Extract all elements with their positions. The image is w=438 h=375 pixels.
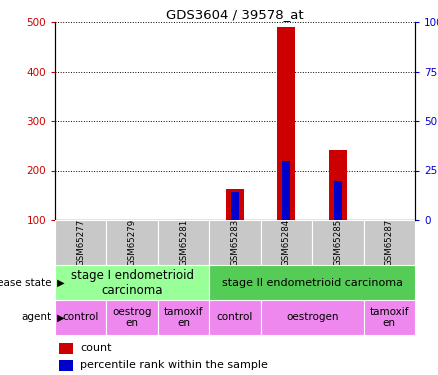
Bar [231,192,239,220]
Bar [261,300,364,335]
Bar [364,300,415,335]
Title: GDS3604 / 39578_at: GDS3604 / 39578_at [166,8,304,21]
Text: stage I endometrioid
carcinoma: stage I endometrioid carcinoma [71,268,194,297]
Bar [277,27,295,220]
Bar [329,150,347,220]
Bar [158,300,209,335]
Text: GSM65283: GSM65283 [230,219,240,266]
Bar [334,182,342,220]
Bar [59,360,73,370]
Bar [209,220,261,265]
Text: disease state: disease state [0,278,51,288]
Bar [55,265,209,300]
Text: GSM65277: GSM65277 [76,219,85,266]
Bar [261,220,312,265]
Bar [209,265,415,300]
Bar [106,220,158,265]
Text: agent: agent [21,312,51,322]
Text: ▶: ▶ [54,312,65,322]
Text: control: control [63,312,99,322]
Text: count: count [80,344,112,353]
Text: GSM65284: GSM65284 [282,219,291,266]
Bar [364,220,415,265]
Bar [55,220,106,265]
Text: GSM65279: GSM65279 [127,219,137,266]
Text: tamoxif
en: tamoxif en [370,307,409,328]
Bar [106,300,158,335]
Text: control: control [217,312,253,322]
Bar [226,189,244,220]
Bar [158,220,209,265]
Bar [283,160,290,220]
Bar [59,343,73,354]
Text: percentile rank within the sample: percentile rank within the sample [80,360,268,370]
Text: ▶: ▶ [54,278,65,288]
Bar [312,220,364,265]
Text: stage II endometrioid carcinoma: stage II endometrioid carcinoma [222,278,403,288]
Bar [209,300,261,335]
Text: oestrog
en: oestrog en [113,307,152,328]
Text: GSM65285: GSM65285 [333,219,343,266]
Text: GSM65281: GSM65281 [179,219,188,266]
Text: GSM65287: GSM65287 [385,219,394,266]
Text: oestrogen: oestrogen [286,312,339,322]
Text: tamoxif
en: tamoxif en [164,307,203,328]
Bar [55,300,106,335]
